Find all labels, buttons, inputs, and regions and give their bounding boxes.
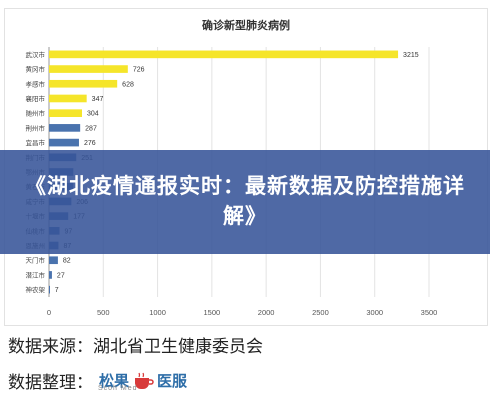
category-label: 孝感市 [26, 79, 46, 88]
bar [49, 50, 399, 59]
data-source-label: 数据来源： [8, 337, 93, 357]
logo-subtext: Scoh Med [98, 385, 138, 392]
data-label: 7 [55, 287, 59, 294]
bar [49, 65, 128, 73]
x-tick-label: 3500 [421, 308, 438, 317]
bar [49, 124, 81, 132]
bar [49, 271, 52, 279]
category-label: 天门市 [26, 256, 46, 265]
bar [49, 79, 118, 88]
data-label: 628 [122, 81, 134, 88]
brand-logo: 松果 医服 [99, 370, 187, 391]
bar [49, 285, 50, 294]
data-source-value: 湖北省卫生健康委员会 [93, 337, 263, 357]
category-label: 宜昌市 [26, 138, 46, 147]
data-editor-line: 数据整理： 松果 医服 [8, 368, 187, 393]
x-tick-label: 3000 [366, 308, 383, 317]
data-label: 276 [84, 140, 96, 147]
data-label: 726 [133, 67, 145, 74]
category-label: 荆州市 [26, 123, 46, 132]
headline-banner: 《湖北疫情通报实时：最新数据及防控措施详解》 [0, 150, 490, 254]
data-editor-label: 数据整理： [8, 373, 93, 393]
category-label: 随州市 [26, 109, 46, 118]
x-tick-label: 500 [97, 308, 110, 317]
data-label: 287 [85, 125, 97, 132]
x-tick-label: 2000 [258, 308, 275, 317]
data-source-line: 数据来源：湖北省卫生健康委员会 [8, 332, 263, 357]
x-tick-label: 1000 [149, 308, 166, 317]
bar [49, 109, 83, 117]
logo-left-text: 松果 [99, 372, 130, 390]
headline-text: 《湖北疫情通报实时：最新数据及防控措施详解》 [25, 175, 465, 228]
x-tick-label: 2500 [312, 308, 329, 317]
category-label: 武汉市 [26, 50, 46, 59]
bar [49, 94, 87, 103]
x-tick-label: 1500 [204, 308, 221, 317]
data-label: 3215 [403, 52, 419, 59]
category-label: 潜江市 [26, 270, 46, 279]
data-label: 82 [63, 258, 71, 265]
category-label: 神农架 [26, 285, 46, 294]
bar [49, 256, 58, 265]
x-tick-label: 0 [47, 308, 51, 317]
category-label: 襄阳市 [26, 94, 46, 103]
cup-icon [135, 372, 154, 389]
chart-title: 确诊新型肺炎病例 [202, 20, 290, 32]
logo-right-text: 医服 [157, 372, 188, 390]
category-label: 黄冈市 [26, 65, 46, 74]
data-label: 27 [57, 272, 65, 279]
data-label: 304 [87, 111, 99, 118]
data-label: 347 [92, 96, 104, 103]
bar [49, 138, 79, 147]
